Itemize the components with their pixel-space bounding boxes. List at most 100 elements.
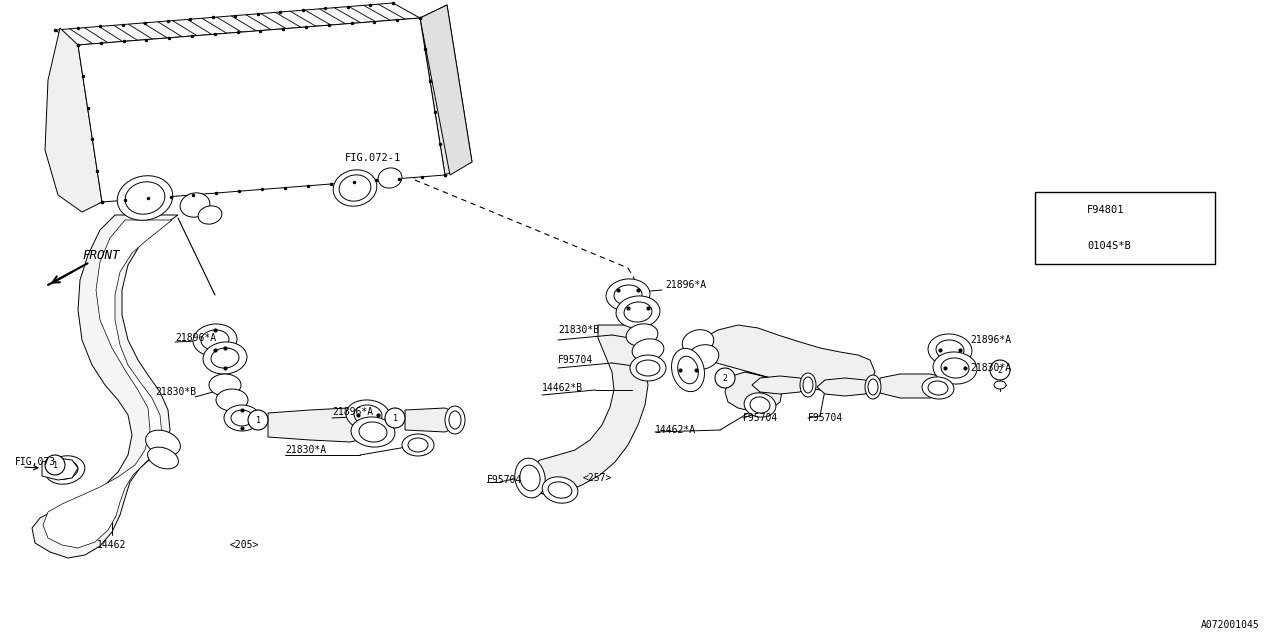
Text: <205>: <205> [230,540,260,550]
Ellipse shape [630,355,666,381]
Ellipse shape [928,334,972,366]
Text: 2: 2 [997,365,1002,374]
Text: 1: 1 [52,461,58,470]
Text: 2: 2 [722,374,727,383]
Polygon shape [420,5,472,175]
Ellipse shape [230,410,253,426]
Text: 14462: 14462 [97,540,127,550]
Ellipse shape [672,348,704,392]
Ellipse shape [614,285,643,305]
Circle shape [1046,235,1068,257]
Ellipse shape [922,377,954,399]
Ellipse shape [515,458,545,498]
Text: 21830*A: 21830*A [285,445,326,455]
Polygon shape [268,408,375,442]
Polygon shape [689,325,876,412]
Ellipse shape [449,411,461,429]
Circle shape [1046,199,1068,221]
Ellipse shape [201,330,229,350]
Ellipse shape [744,393,776,417]
Ellipse shape [378,168,402,188]
Ellipse shape [803,377,813,393]
Ellipse shape [677,356,699,384]
Text: F94801: F94801 [1087,205,1125,215]
Text: 2: 2 [1053,241,1060,251]
Ellipse shape [224,405,260,431]
Polygon shape [753,376,808,394]
Ellipse shape [346,400,390,430]
Ellipse shape [605,279,650,311]
Text: 21830*B: 21830*B [558,325,599,335]
Text: 0104S*B: 0104S*B [1087,241,1130,251]
Circle shape [385,408,404,428]
Ellipse shape [45,456,84,484]
Ellipse shape [995,381,1006,389]
Ellipse shape [146,430,180,456]
Text: 21896*A: 21896*A [332,407,374,417]
Text: FIG.073: FIG.073 [15,457,56,467]
Polygon shape [55,3,420,45]
Polygon shape [420,5,472,175]
Text: FIG.072-1: FIG.072-1 [346,153,401,163]
Circle shape [989,360,1010,380]
Bar [1036,192,1215,264]
Ellipse shape [209,374,241,396]
Ellipse shape [928,381,948,395]
Polygon shape [42,458,78,480]
Text: 1: 1 [393,413,398,422]
Text: 21830*A: 21830*A [970,363,1011,373]
Ellipse shape [204,342,247,374]
Ellipse shape [626,324,658,346]
Text: F95704: F95704 [558,355,593,365]
Circle shape [248,410,268,430]
Ellipse shape [216,389,248,411]
Text: <257>: <257> [582,473,612,483]
Ellipse shape [800,373,817,397]
Polygon shape [404,408,454,432]
Text: 21830*B: 21830*B [155,387,196,397]
Ellipse shape [198,206,221,224]
Text: FRONT: FRONT [82,248,119,262]
Ellipse shape [147,447,178,469]
Ellipse shape [936,340,964,360]
Circle shape [45,455,65,475]
Text: 21896*A: 21896*A [175,333,216,343]
Ellipse shape [548,482,572,498]
Ellipse shape [408,438,428,452]
Ellipse shape [543,477,577,503]
Polygon shape [78,18,445,202]
Polygon shape [881,374,948,398]
Circle shape [716,368,735,388]
Polygon shape [529,325,648,495]
Ellipse shape [52,461,78,479]
Polygon shape [44,220,172,548]
Text: 14462*B: 14462*B [541,383,584,393]
Ellipse shape [118,176,173,220]
Ellipse shape [355,405,381,425]
Ellipse shape [520,465,540,491]
Text: 14462*A: 14462*A [655,425,696,435]
Ellipse shape [211,348,239,368]
Polygon shape [32,215,178,558]
Ellipse shape [180,193,210,217]
Ellipse shape [625,302,652,322]
Ellipse shape [687,345,719,369]
Ellipse shape [125,182,165,214]
Polygon shape [45,28,102,212]
Ellipse shape [632,339,664,361]
Ellipse shape [339,175,371,201]
Text: 21896*A: 21896*A [666,280,707,290]
Ellipse shape [941,358,969,378]
Text: F95704: F95704 [808,413,844,423]
Ellipse shape [616,296,660,328]
Ellipse shape [351,417,396,447]
Ellipse shape [868,379,878,395]
Ellipse shape [636,360,660,376]
Text: 1: 1 [256,415,261,424]
Text: F95704: F95704 [742,413,778,423]
Ellipse shape [445,406,465,434]
Ellipse shape [750,397,771,413]
Ellipse shape [333,170,376,206]
Text: A072001045: A072001045 [1201,620,1260,630]
Text: 21896*A: 21896*A [970,335,1011,345]
